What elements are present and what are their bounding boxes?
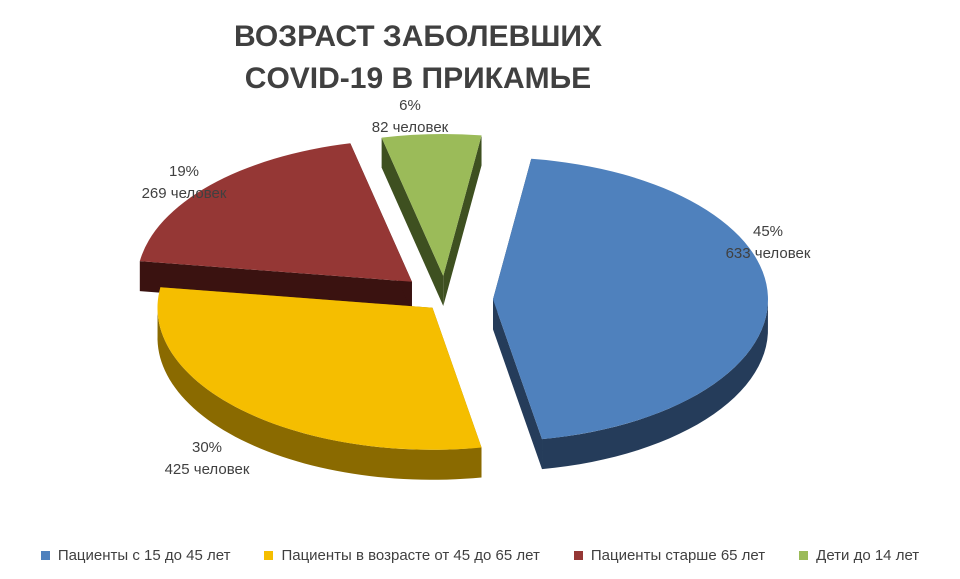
pie-slice-wall-15-45-1 — [492, 299, 543, 470]
pie-slice-under-14 — [381, 134, 482, 307]
legend-swatch-15-45 — [40, 550, 50, 560]
chart-title-line-1: ВОЗРАСТ ЗАБОЛЕВШИХ — [234, 20, 602, 53]
pie-slices — [139, 134, 768, 480]
pie-slice-over-65 — [139, 143, 412, 312]
pie-slice-45-65 — [157, 287, 482, 480]
pie-slice-top-45-65 — [157, 287, 482, 450]
pie-slice-wall-over-65-0 — [139, 261, 412, 312]
pie-slice-rim-15-45-0 — [542, 296, 768, 470]
legend-label-under-14: Дети до 14 лет — [816, 546, 920, 564]
data-label-percent-45-65: 30% — [192, 439, 222, 456]
slice-labels: 45% 633 человек 30% 425 человек 19% 269 челов… — [142, 97, 811, 478]
legend-item-45-65: Пациенты в возрасте от 45 до 65 лет — [264, 546, 540, 564]
legend-swatch-over-65 — [573, 550, 583, 560]
data-label-count-under-14: 82 человек — [372, 119, 449, 136]
pie-slice-rim-45-65-0 — [157, 305, 482, 480]
legend-item-over-65: Пациенты старше 65 лет — [573, 546, 766, 564]
legend-swatch-45-65 — [264, 550, 274, 560]
pie-slice-top-15-45 — [492, 158, 768, 440]
data-label-count-over-65: 269 человек — [142, 185, 227, 202]
pie-slice-wall-under-14-1 — [443, 135, 482, 307]
pie-slice-wall-under-14-0 — [381, 137, 444, 307]
pie-slice-top-over-65 — [139, 143, 412, 282]
chart-legend: Пациенты с 15 до 45 лет Пациенты в возрас… — [0, 540, 960, 570]
pie-slice-top-under-14 — [381, 134, 482, 277]
pie-slice-15-45 — [492, 158, 768, 470]
legend-item-15-45: Пациенты с 15 до 45 лет — [40, 546, 231, 564]
data-label-percent-15-45: 45% — [753, 223, 783, 240]
legend-label-45-65: Пациенты в возрасте от 45 до 65 лет — [281, 546, 540, 564]
chart-title-line-2: COVID-19 В ПРИКАМЬЕ — [245, 62, 591, 95]
data-label-percent-under-14: 6% — [399, 97, 421, 114]
data-label-count-45-65: 425 человек — [165, 461, 250, 478]
legend-label-15-45: Пациенты с 15 до 45 лет — [57, 546, 231, 564]
data-label-count-15-45: 633 человек — [726, 245, 811, 262]
data-label-percent-over-65: 19% — [169, 163, 199, 180]
legend-label-over-65: Пациенты старше 65 лет — [590, 546, 766, 564]
legend-item-under-14: Дети до 14 лет — [799, 547, 919, 564]
legend-swatch-under-14 — [799, 550, 809, 560]
